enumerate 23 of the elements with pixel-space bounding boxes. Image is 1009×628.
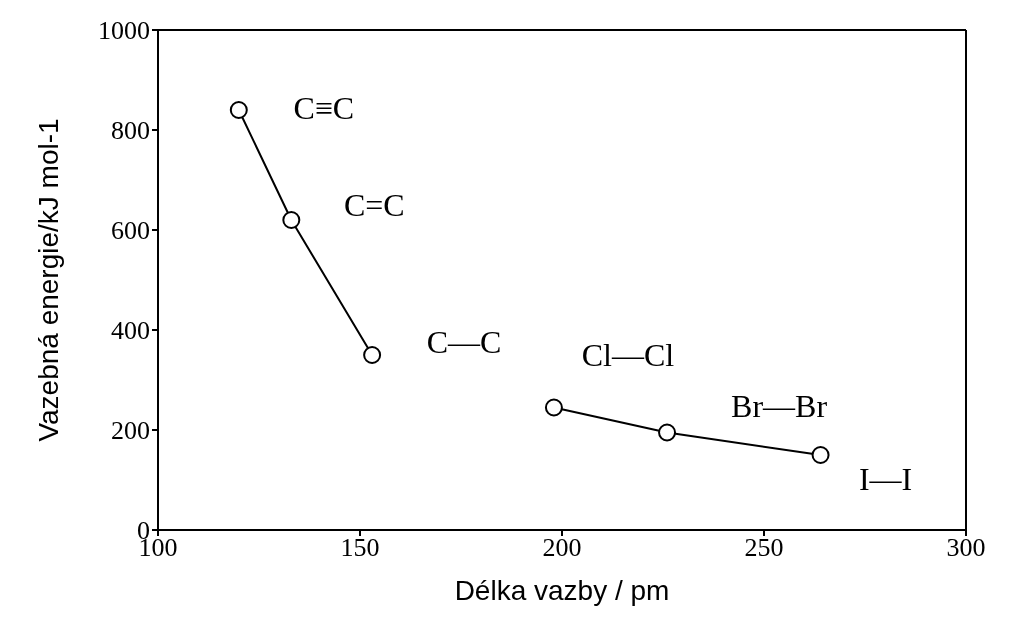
point xyxy=(363,346,382,364)
annotation: I—I xyxy=(858,461,913,497)
x-tick-label: 150 xyxy=(340,533,380,563)
point xyxy=(811,446,830,464)
point xyxy=(229,101,248,119)
point xyxy=(658,423,677,442)
annotation: Cl—Cl xyxy=(581,336,675,373)
x-tick-label: 250 xyxy=(744,533,784,563)
annotation: C=C xyxy=(343,187,405,223)
annotation: Br—Br xyxy=(731,387,828,424)
x-axis-title: Délka vazby / pm xyxy=(454,575,670,606)
annotation: C—C xyxy=(426,324,502,360)
y-tick-label: 400 xyxy=(111,316,150,346)
y-tick-label: 600 xyxy=(111,216,150,246)
point xyxy=(282,211,301,229)
y-axis-title: Vazebná energie/kJ mol-1 xyxy=(32,118,64,442)
y-tick-label: 200 xyxy=(111,416,150,446)
annotation: C≡C xyxy=(293,90,355,126)
x-tick-label: 300 xyxy=(946,533,986,563)
x-tick-label: 200 xyxy=(542,533,582,563)
point xyxy=(544,398,563,417)
y-tick-label: 800 xyxy=(111,116,150,146)
y-tick-label: 1000 xyxy=(98,16,150,46)
